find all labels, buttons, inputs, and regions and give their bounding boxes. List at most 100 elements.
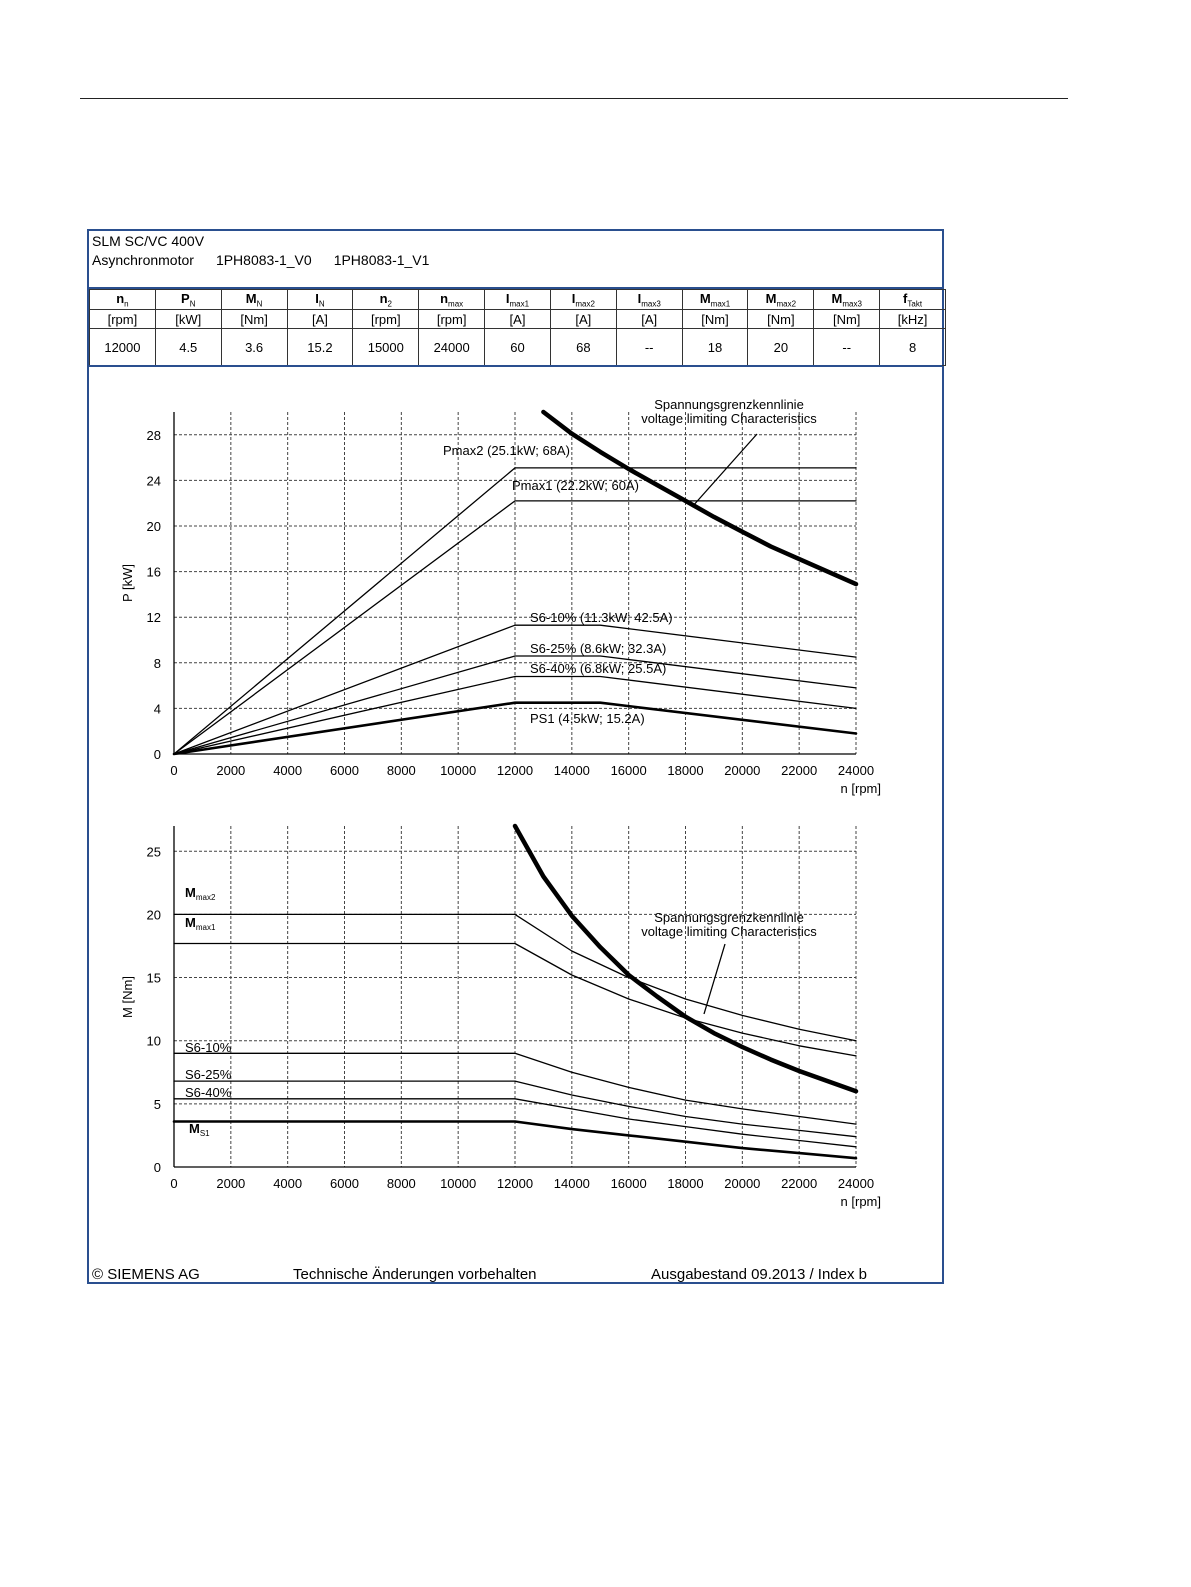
model-v0: 1PH8083-1_V0: [215, 252, 312, 268]
chart1-y-tick-label-1: 4: [154, 701, 161, 716]
datasheet-header: SLM SC/VC 400V Asynchronmotor 1PH8083-1_V…: [89, 231, 942, 289]
spec-value-10: 20: [747, 328, 815, 366]
chart2-x-tick-label-10: 20000: [724, 1176, 760, 1191]
spec-symbol-sub: 2: [387, 299, 392, 309]
chart1-x-tick-label-8: 16000: [611, 763, 647, 778]
spec-symbol-row: nn PN MN IN n2 nmax Imax1 Imax2 Imax3 Mmax1 Mmax2 M…: [89, 289, 946, 310]
chart2-x-tick-label-3: 6000: [330, 1176, 359, 1191]
chart2-y-tick-label-3: 15: [147, 971, 161, 986]
chart1-y-tick-label-4: 16: [147, 565, 161, 580]
charts-canvas: 0 2000 4000 6000 8000 10000 12000 14000 16000 180…: [120, 397, 881, 1209]
series-label-sub: S1: [200, 1129, 210, 1138]
series-label-sub: max1: [196, 923, 216, 932]
spec-symbol-sub: max3: [641, 299, 661, 309]
chart2-x-tick-label-11: 22000: [781, 1176, 817, 1191]
chart1-annotation-line-0: Spannungsgrenzkennlinie: [654, 397, 804, 412]
chart2-y-tick-label-1: 5: [154, 1097, 161, 1112]
chart1-x-tick-label-6: 12000: [497, 763, 533, 778]
spec-symbol-letter: P: [181, 290, 190, 306]
chart2-x-tick-label-4: 8000: [387, 1176, 416, 1191]
chart1-series-6-line: [541, 409, 859, 587]
footer-copyright: © SIEMENS AG: [92, 1266, 200, 1283]
chart2-series-6-line: [512, 823, 859, 1094]
chart2-x-tick-label-6: 12000: [497, 1176, 533, 1191]
chart1-series-1-line: [173, 500, 857, 755]
chart1-x-tick-label-12: 24000: [838, 763, 874, 778]
chart2-series-3-line: [173, 1080, 857, 1138]
chart1-x-tick-label-9: 18000: [667, 763, 703, 778]
series-label-symbol: M: [185, 915, 196, 930]
chart2-series-3-label: S6-25%: [185, 1067, 232, 1082]
spec-symbol-sub: N: [318, 299, 325, 309]
spec-value-4: 15000: [352, 328, 420, 366]
chart1-series-1-label: Pmax1 (22.2kW; 60A): [512, 478, 639, 493]
chart1-series-4-label: S6-40% (6.8kW; 25.5A): [530, 661, 666, 676]
spec-value-2: 3.6: [220, 328, 288, 366]
spec-symbol-sub: N: [256, 299, 263, 309]
spec-unit-12: [kHz]: [879, 309, 946, 329]
chart1-y-tick-label-3: 12: [147, 610, 161, 625]
spec-symbol-sub: max1: [509, 299, 530, 309]
chart1-series-5-line: [172, 701, 858, 756]
chart1-x-tick-label-5: 10000: [440, 763, 476, 778]
chart1-x-axis-label: n [rpm]: [841, 781, 881, 796]
spec-value-6: 60: [484, 328, 551, 366]
datasheet-frame: SLM SC/VC 400V Asynchronmotor 1PH8083-1_V…: [87, 229, 946, 1284]
chart1-annotation-leader: [691, 433, 758, 508]
spec-symbol-sub: max3: [842, 299, 862, 309]
spec-symbol-letter: I: [571, 290, 576, 306]
spec-symbol-letter: n: [440, 290, 449, 306]
chart2-y-tick-label-0: 0: [154, 1160, 161, 1175]
spec-symbol-sub: max1: [710, 299, 731, 309]
chart2-series-4-line: [173, 1098, 857, 1148]
spec-symbol-sub: max2: [776, 299, 797, 309]
chart2-series-2-label: S6-10%: [185, 1040, 232, 1055]
chart1-series-3-label: S6-25% (8.6kW; 32.3A): [530, 641, 666, 656]
chart1-y-tick-label-7: 28: [147, 428, 161, 443]
chart2-series-5-line: [172, 1120, 858, 1160]
chart1-y-tick-label-2: 8: [154, 656, 161, 671]
spec-unit-3: [A]: [286, 309, 354, 329]
chart2-x-tick-label-7: 14000: [554, 1176, 590, 1191]
top-rule: [80, 98, 1068, 99]
spec-value-9: 18: [681, 328, 749, 366]
chart2-x-tick-label-5: 10000: [440, 1176, 476, 1191]
chart2-y-tick-label-5: 25: [147, 844, 161, 859]
spec-symbol-sub: Takt: [907, 299, 923, 309]
spec-symbol-sub: n: [124, 299, 129, 309]
datasheet-title: SLM SC/VC 400V: [92, 233, 205, 249]
chart1-x-tick-label-1: 2000: [216, 763, 245, 778]
chart1-series-2-label: S6-10% (11.3kW; 42.5A): [530, 610, 673, 625]
chart1-annotation-line-1: voltage limiting Characteristics: [641, 411, 817, 426]
chart2-series-0-line: [173, 913, 857, 1042]
chart2-x-tick-label-12: 24000: [838, 1176, 874, 1191]
spec-value-1: 4.5: [154, 328, 222, 366]
chart1-x-tick-label-0: 0: [170, 763, 177, 778]
chart1-series-0-label: Pmax2 (25.1kW; 68A): [443, 443, 570, 458]
spec-symbol-letter: n: [379, 290, 388, 306]
chart2-x-axis-label: n [rpm]: [841, 1194, 881, 1209]
spec-table: nn PN MN IN n2 nmax Imax1 Imax2 Imax3 Mmax1 Mmax2 M…: [89, 289, 946, 366]
spec-symbol-letter: M: [245, 290, 257, 306]
chart2-series-0-label: Mmax2: [185, 885, 216, 902]
chart2-x-tick-label-9: 18000: [667, 1176, 703, 1191]
chart2-y-tick-label-2: 10: [147, 1034, 161, 1049]
spec-symbol-sub: max2: [575, 299, 595, 309]
chart2-series-1-line: [173, 942, 857, 1057]
chart2-series-1-label: Mmax1: [185, 915, 216, 932]
spec-value-8: --: [615, 328, 683, 366]
spec-symbol-letter: n: [116, 290, 125, 306]
motor-line: Asynchronmotor 1PH8083-1_V0 1PH8083-1_V1: [92, 252, 451, 268]
spec-separator: [89, 365, 942, 367]
chart2-x-tick-label-8: 16000: [611, 1176, 647, 1191]
spec-symbol-letter: M: [831, 290, 843, 306]
spec-unit-4: [rpm]: [352, 309, 420, 329]
model-v1: 1PH8083-1_V1: [333, 252, 430, 268]
series-label-symbol: M: [189, 1121, 200, 1136]
spec-symbol-letter: I: [637, 290, 642, 306]
spec-symbol-letter: M: [699, 290, 711, 306]
chart2-series-4-label: S6-40%: [185, 1085, 232, 1100]
chart2-x-tick-label-0: 0: [170, 1176, 177, 1191]
chart2-annotation-leader: [703, 943, 726, 1015]
spec-unit-5: [rpm]: [418, 309, 486, 329]
